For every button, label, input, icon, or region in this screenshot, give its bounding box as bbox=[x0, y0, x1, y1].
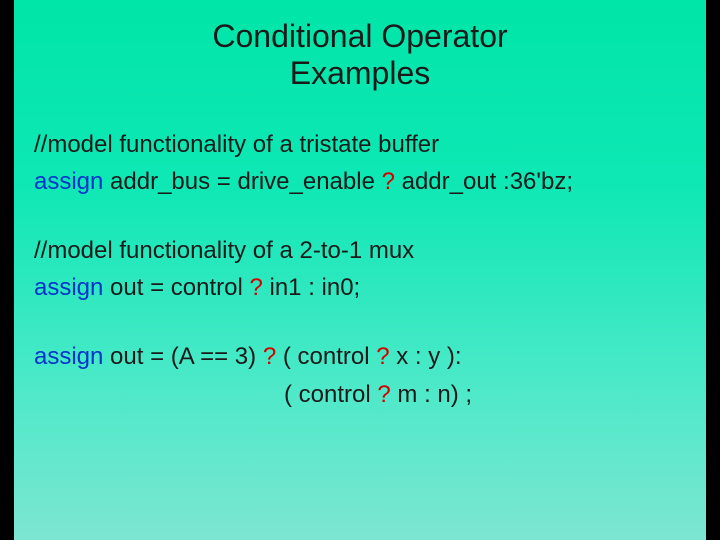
title-line-2: Examples bbox=[290, 55, 431, 91]
question-mark: ? bbox=[377, 381, 390, 408]
code-text: out = control bbox=[103, 274, 249, 301]
code-tristate: assign addr_bus = drive_enable ? addr_ou… bbox=[34, 163, 696, 200]
title-line-1: Conditional Operator bbox=[212, 18, 507, 54]
code-text: addr_bus = drive_enable bbox=[103, 168, 381, 195]
spacer bbox=[34, 200, 696, 232]
code-nested-2: ( control ? m : n) ; bbox=[34, 376, 696, 413]
keyword-assign: assign bbox=[34, 274, 103, 301]
spacer bbox=[34, 306, 696, 338]
keyword-assign: assign bbox=[34, 168, 103, 195]
question-mark: ? bbox=[376, 343, 389, 370]
code-nested-1: assign out = (A == 3) ? ( control ? x : … bbox=[34, 338, 696, 375]
code-mux: assign out = control ? in1 : in0; bbox=[34, 269, 696, 306]
question-mark: ? bbox=[382, 168, 395, 195]
comment-tristate: //model functionality of a tristate buff… bbox=[34, 126, 696, 163]
code-text: ( control bbox=[276, 343, 376, 370]
code-text: m : n) ; bbox=[391, 381, 472, 408]
question-mark: ? bbox=[249, 274, 262, 301]
slide-container: Conditional Operator Examples //model fu… bbox=[14, 0, 706, 540]
code-text: x : y ): bbox=[390, 343, 462, 370]
code-text: out = (A == 3) bbox=[103, 343, 262, 370]
comment-mux: //model functionality of a 2-to-1 mux bbox=[34, 232, 696, 269]
code-text: ( control bbox=[284, 381, 377, 408]
question-mark: ? bbox=[263, 343, 276, 370]
code-text: addr_out :36'bz; bbox=[395, 168, 573, 195]
code-text: in1 : in0; bbox=[263, 274, 360, 301]
slide-title: Conditional Operator Examples bbox=[24, 18, 696, 92]
slide-body: //model functionality of a tristate buff… bbox=[24, 126, 696, 413]
keyword-assign: assign bbox=[34, 343, 103, 370]
